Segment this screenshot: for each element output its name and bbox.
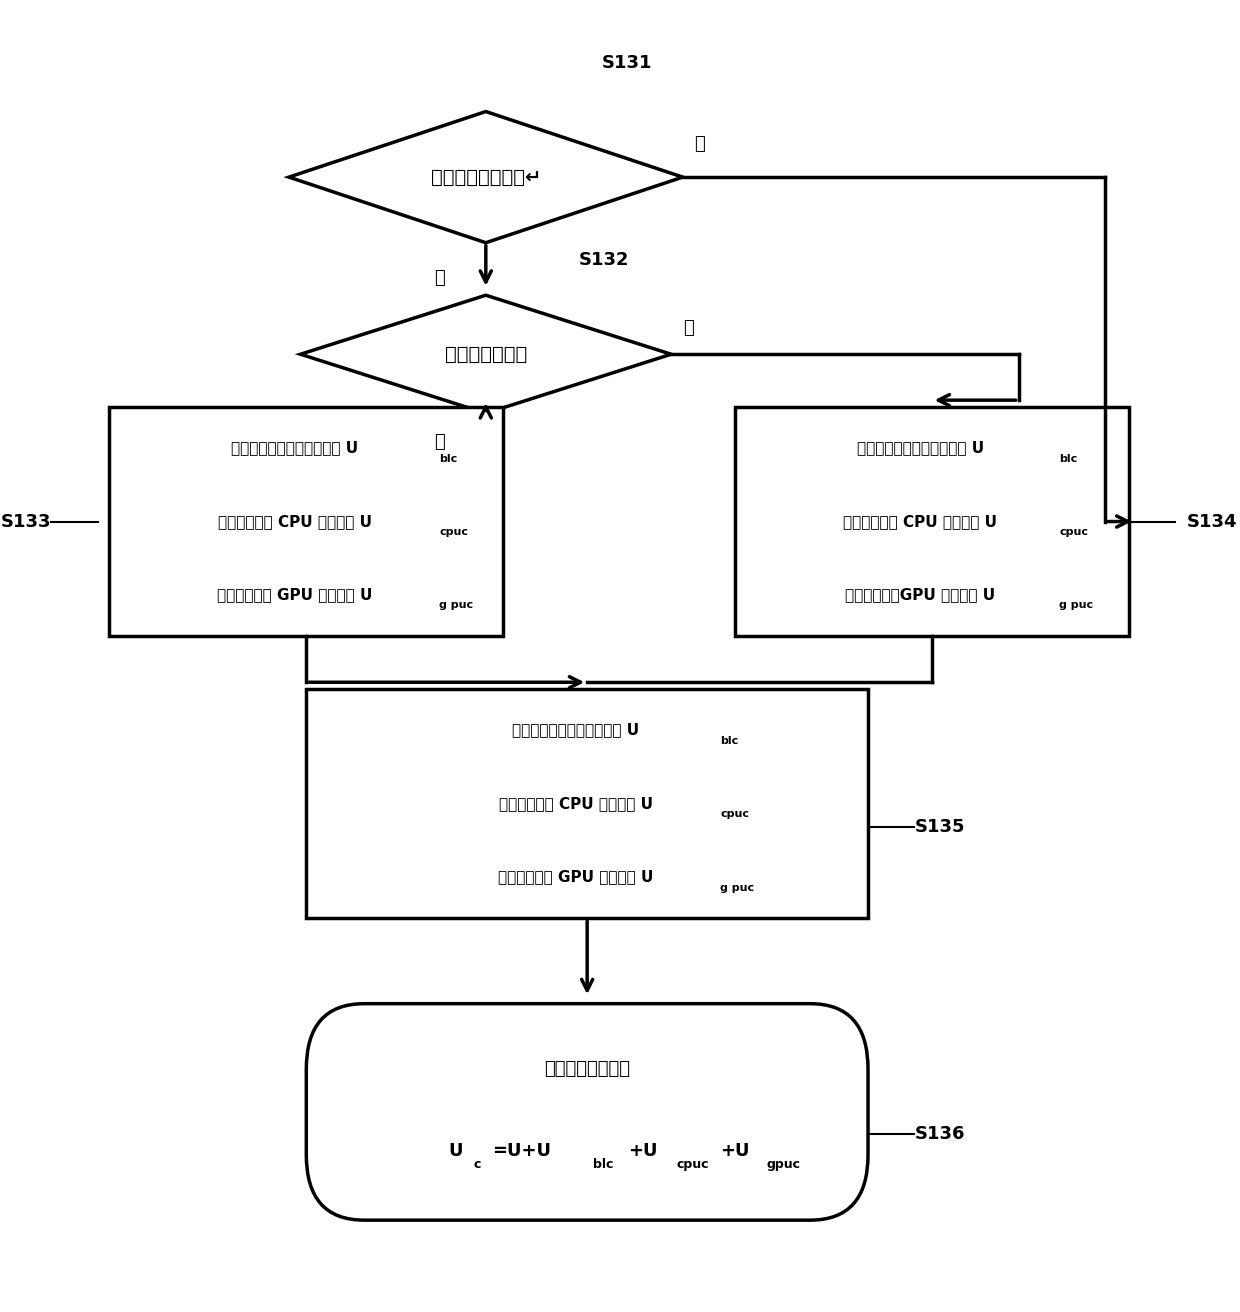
Text: 计算电脑模式 CPU 补偿电压 U: 计算电脑模式 CPU 补偿电压 U: [218, 514, 372, 529]
FancyBboxPatch shape: [306, 1004, 868, 1220]
Text: blc: blc: [720, 736, 739, 745]
FancyBboxPatch shape: [306, 689, 868, 918]
FancyBboxPatch shape: [109, 407, 503, 636]
Text: c: c: [474, 1157, 481, 1170]
Text: S134: S134: [1187, 513, 1238, 530]
Text: g puc: g puc: [439, 601, 474, 610]
Text: 计算充电模式背光补偿电压 U: 计算充电模式背光补偿电压 U: [512, 723, 639, 737]
Text: +U: +U: [627, 1141, 657, 1160]
Text: S133: S133: [1, 513, 52, 530]
Text: 计算放电模式 CPU 补偿电压 U: 计算放电模式 CPU 补偿电压 U: [843, 514, 997, 529]
Text: 否: 否: [683, 319, 693, 337]
Text: 计算电脑模式背光补偿电压 U: 计算电脑模式背光补偿电压 U: [231, 441, 358, 455]
Text: S135: S135: [914, 817, 965, 836]
Text: 计算放电模式GPU 补偿电压 U: 计算放电模式GPU 补偿电压 U: [846, 588, 996, 602]
Polygon shape: [300, 295, 671, 413]
Text: cpuc: cpuc: [720, 810, 749, 819]
Text: gpuc: gpuc: [766, 1157, 801, 1170]
Text: blc: blc: [439, 454, 458, 463]
Text: 是: 是: [434, 433, 445, 451]
Text: cpuc: cpuc: [439, 527, 469, 537]
Text: 计算充电模式 CPU 补偿电压 U: 计算充电模式 CPU 补偿电压 U: [498, 796, 652, 811]
Text: cpuc: cpuc: [676, 1157, 709, 1170]
Text: g puc: g puc: [1059, 601, 1094, 610]
Text: 计算电脑模式 GPU 补偿电压 U: 计算电脑模式 GPU 补偿电压 U: [217, 588, 372, 602]
Text: U: U: [448, 1141, 463, 1160]
Text: S132: S132: [579, 251, 629, 269]
Text: blc: blc: [1059, 454, 1078, 463]
Text: +U: +U: [720, 1141, 750, 1160]
Text: blc: blc: [593, 1157, 614, 1170]
FancyBboxPatch shape: [735, 407, 1128, 636]
Text: 有外部电源输入？↵: 有外部电源输入？↵: [430, 168, 541, 186]
Polygon shape: [289, 112, 683, 243]
Text: 连接的是电脑？: 连接的是电脑？: [445, 345, 527, 363]
Text: S131: S131: [601, 54, 652, 72]
Text: S136: S136: [914, 1124, 965, 1143]
Text: 否: 否: [694, 135, 706, 154]
Text: cpuc: cpuc: [1059, 527, 1089, 537]
Text: 计算补偿后的电压: 计算补偿后的电压: [544, 1060, 630, 1077]
Text: 计算充电模式 GPU 补偿电压 U: 计算充电模式 GPU 补偿电压 U: [498, 870, 653, 884]
Text: 是: 是: [434, 269, 445, 287]
Text: =U+U: =U+U: [492, 1141, 552, 1160]
Text: g puc: g puc: [720, 883, 754, 892]
Text: 计算放电模式背光补偿电压 U: 计算放电模式背光补偿电压 U: [857, 441, 983, 455]
